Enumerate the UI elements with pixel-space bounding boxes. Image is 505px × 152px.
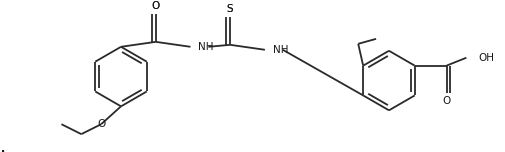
Text: O: O [441, 96, 450, 106]
Text: O: O [152, 1, 160, 11]
Text: NH: NH [272, 45, 288, 55]
Text: S: S [226, 4, 233, 14]
Text: OH: OH [477, 53, 493, 63]
Text: O: O [97, 119, 105, 129]
Text: S: S [226, 4, 233, 14]
Text: NH: NH [198, 42, 214, 52]
Text: O: O [152, 1, 160, 11]
